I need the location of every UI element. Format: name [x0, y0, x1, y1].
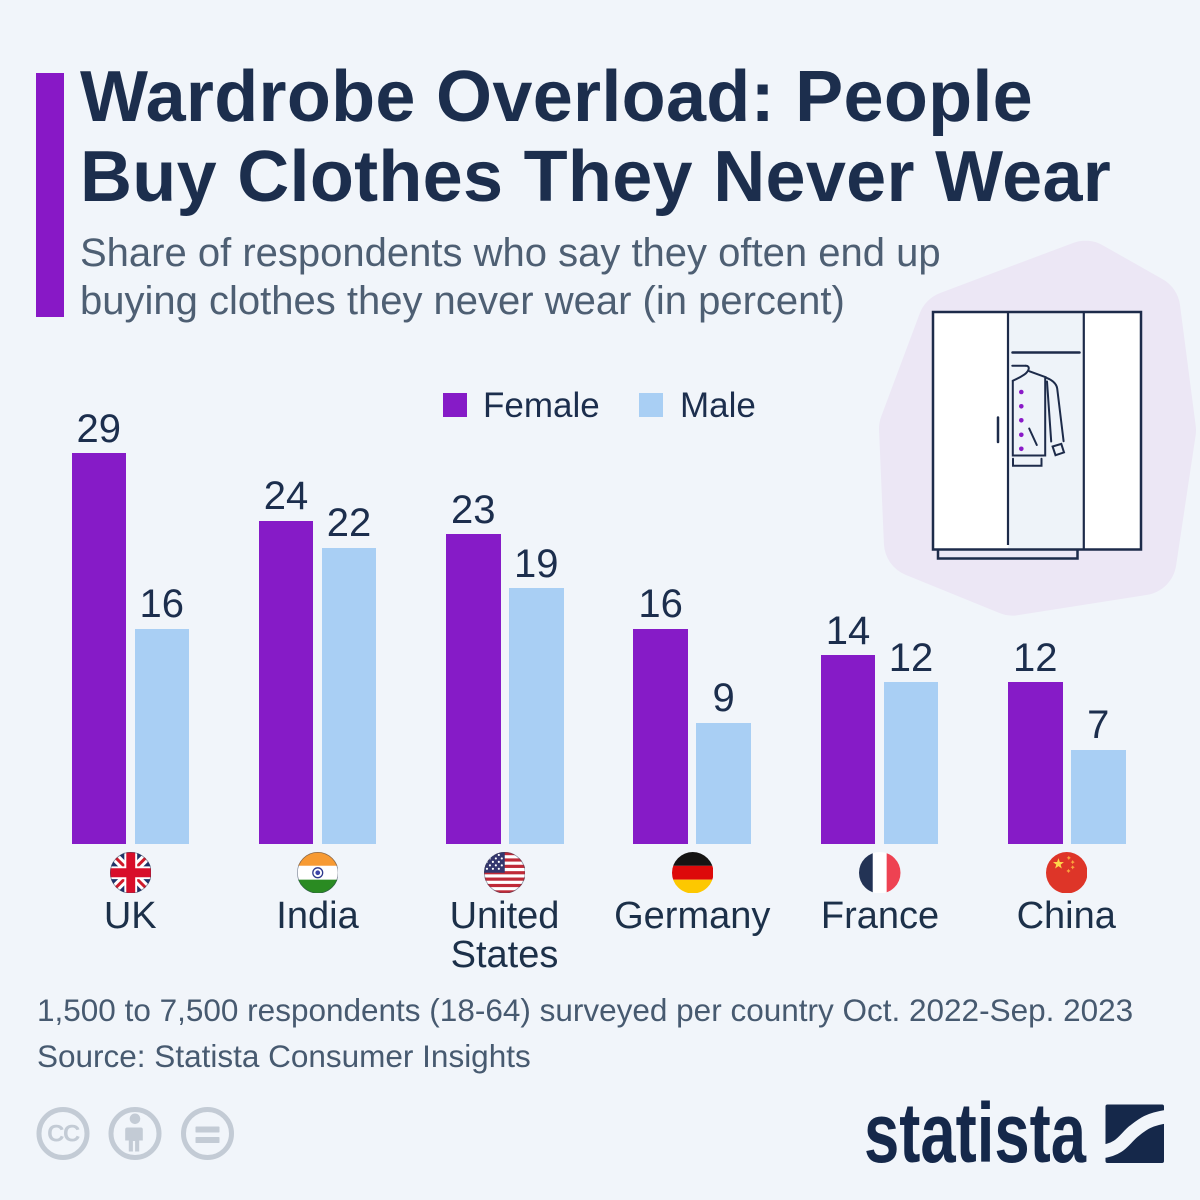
svg-text:statista: statista: [864, 1090, 1087, 1175]
svg-text:CC: CC: [47, 1121, 80, 1148]
